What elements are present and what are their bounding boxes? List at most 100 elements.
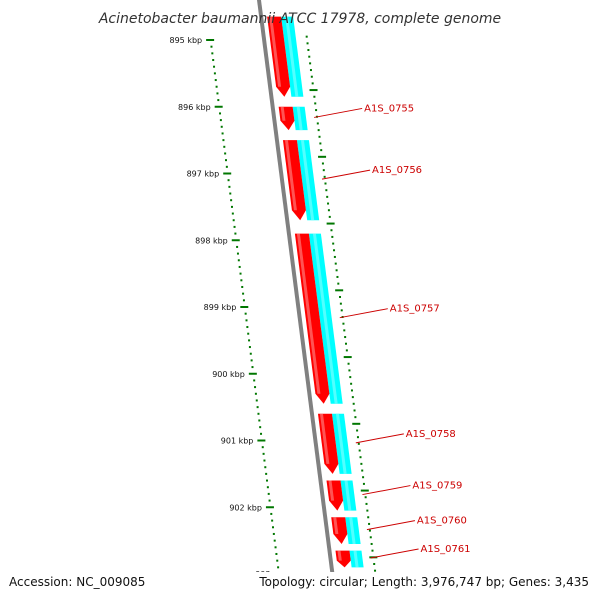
outer-minor-tick [311, 82, 314, 85]
gene-labels: A1S_0755 A1S_0756 A1S_0757 A1S_0758 A1S_0759… [314, 103, 471, 559]
outer-minor-tick [328, 215, 331, 218]
outer-minor-tick [358, 449, 361, 452]
minor-tick [270, 512, 273, 515]
outer-minor-tick [323, 175, 326, 178]
minor-tick [234, 232, 237, 235]
minor-tick [277, 566, 280, 569]
gene-label: A1S_0755 [364, 103, 414, 114]
outer-minor-tick [334, 262, 337, 265]
outer-minor-tick [317, 129, 320, 132]
minor-tick [254, 392, 257, 395]
gene-label-leader [321, 169, 371, 180]
outer-minor-tick [374, 569, 377, 572]
reverse-strand-track [281, 16, 368, 595]
minor-tick [211, 52, 214, 55]
minor-tick [215, 85, 218, 88]
gene-label: A1S_0758 [406, 429, 456, 440]
outer-minor-tick [325, 189, 328, 192]
outer-minor-tick [318, 135, 321, 138]
minor-tick [261, 446, 264, 449]
reverse-track-highlight [296, 106, 303, 131]
minor-tick [239, 272, 242, 275]
minor-tick [236, 252, 239, 255]
reverse-track-highlight [300, 140, 315, 221]
outer-minor-tick [327, 202, 330, 205]
reverse-track-highlight [285, 16, 299, 97]
minor-tick [219, 119, 222, 122]
tick-label: 897 kbp [187, 170, 220, 179]
outer-minor-tick [361, 469, 364, 472]
minor-tick [248, 346, 251, 349]
gene-label-leader [339, 308, 388, 319]
outer-minor-tick [343, 329, 346, 332]
minor-tick [224, 159, 227, 162]
outer-minor-tick [331, 235, 334, 238]
minor-tick [212, 59, 215, 62]
minor-tick [240, 279, 243, 282]
outer-minor-tick [307, 49, 310, 52]
outer-minor-tick [342, 322, 345, 325]
reverse-track-highlight [335, 413, 347, 474]
outer-minor-tick [350, 382, 353, 385]
footer-background [0, 572, 600, 600]
tick-label: 896 kbp [178, 103, 211, 112]
outer-minor-tick [310, 75, 313, 78]
minor-tick [236, 245, 239, 248]
minor-tick [230, 199, 233, 202]
map-title: Acinetobacter baumannii ATCC 17978, comp… [98, 11, 501, 27]
gene-arrow-highlight [333, 517, 339, 534]
outer-minor-tick [322, 169, 325, 172]
gene-arrow-highlight [269, 16, 282, 87]
gene-label-leader [362, 485, 411, 496]
reverse-track-highlight [344, 480, 352, 511]
outer-minor-tick [368, 522, 371, 525]
minor-tick [241, 285, 244, 288]
minor-tick [222, 139, 225, 142]
outer-minor-tick [324, 182, 327, 185]
minor-tick [232, 219, 235, 222]
outer-minor-tick [309, 62, 312, 65]
minor-tick [247, 332, 250, 335]
accession-label: Accession: NC_009085 [9, 575, 145, 589]
reverse-track-highlight [353, 550, 359, 568]
gene-arrow-highlight [284, 140, 297, 211]
gene-arrow [335, 550, 351, 568]
gene-features [267, 16, 355, 595]
outer-minor-tick [350, 389, 353, 392]
outer-minor-tick [362, 476, 365, 479]
minor-tick [264, 466, 267, 469]
minor-tick [263, 459, 266, 462]
minor-tick [260, 432, 263, 435]
tick-label: 895 kbp [170, 36, 203, 45]
gene-arrow [278, 106, 295, 131]
outer-minor-tick [347, 362, 350, 365]
reverse-track-highlight [349, 517, 356, 544]
gene-label: A1S_0760 [417, 516, 467, 527]
outer-minor-tick [345, 349, 348, 352]
outer-minor-tick [320, 149, 323, 152]
outer-minor-tick [364, 496, 367, 499]
minor-tick [248, 339, 251, 342]
outer-minor-tick [337, 282, 340, 285]
outer-minor-tick [344, 336, 347, 339]
gene-label-leader [355, 433, 404, 444]
tick-marks: 895 kbp 896 kbp 897 kbp 898 kbp 899 kbp 900 k… [170, 35, 378, 579]
outer-minor-tick [370, 542, 373, 545]
minor-tick [213, 65, 216, 68]
minor-tick [266, 486, 269, 489]
minor-tick [242, 299, 245, 302]
tick-label: 901 kbp [221, 437, 254, 446]
outer-minor-tick [359, 456, 362, 459]
minor-tick [266, 479, 269, 482]
gene-arrow-highlight [280, 106, 286, 121]
gene-arrow-highlight [319, 413, 330, 464]
outer-minor-tick [333, 249, 336, 252]
tick-label: 898 kbp [195, 236, 228, 245]
minor-tick [249, 352, 252, 355]
outer-minor-tick [330, 229, 333, 232]
gene-arrow [331, 517, 348, 544]
minor-tick [237, 259, 240, 262]
outer-minor-tick [316, 122, 319, 125]
gene-label-leader [370, 548, 419, 559]
